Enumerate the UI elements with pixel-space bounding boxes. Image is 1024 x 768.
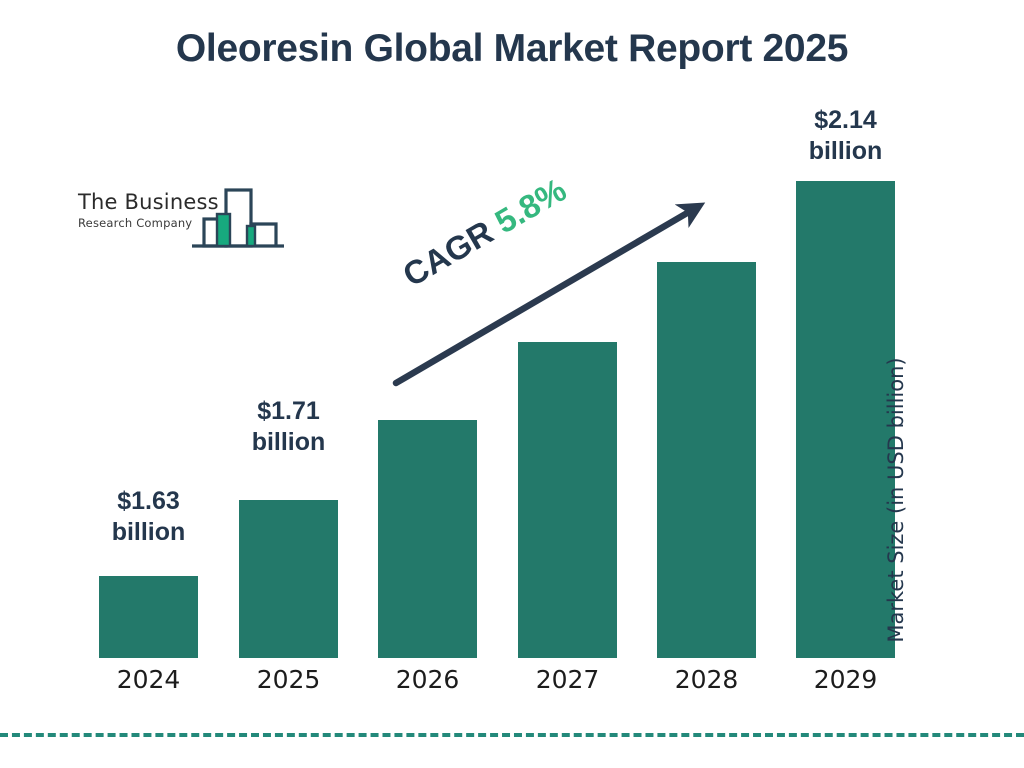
bar-value-label-2024: $1.63 billion <box>69 486 228 547</box>
bar-2026 <box>378 420 477 658</box>
bar-value-unit: billion <box>251 427 326 456</box>
x-axis-tick-2027: 2027 <box>535 665 600 694</box>
x-axis-tick-2025: 2025 <box>256 665 321 694</box>
x-axis-tick-2028: 2028 <box>674 665 739 694</box>
page-title: Oleoresin Global Market Report 2025 <box>175 27 849 70</box>
bar-value-unit: billion <box>111 517 186 546</box>
bar-2027 <box>518 342 617 658</box>
bar-2028 <box>657 262 756 658</box>
x-axis-tick-2024: 2024 <box>116 665 181 694</box>
logo-bars-icon <box>190 186 286 257</box>
bar-value-amount: $1.71 <box>257 397 320 425</box>
footer-divider <box>0 733 1024 737</box>
company-logo: The Business Research Company <box>78 186 290 254</box>
bar-value-unit: billion <box>808 136 883 165</box>
bar-2029 <box>796 181 895 658</box>
bar-value-amount: $2.14 <box>814 106 877 134</box>
logo-line-1: The Business <box>78 190 219 214</box>
logo-wordmark: The Business Research Company <box>78 190 219 231</box>
logo-line-2: Research Company <box>78 216 193 230</box>
bar-value-amount: $1.63 <box>117 487 180 515</box>
bar-2025 <box>239 500 338 658</box>
bar-value-label-2025: $1.71 billion <box>209 396 368 457</box>
x-axis-tick-2029: 2029 <box>813 665 878 694</box>
bar-2024 <box>99 576 198 658</box>
x-axis-tick-2026: 2026 <box>395 665 460 694</box>
bar-value-label-2029: $2.14 billion <box>766 105 925 166</box>
y-axis-title: Market Size (in USD billion) <box>884 357 908 643</box>
